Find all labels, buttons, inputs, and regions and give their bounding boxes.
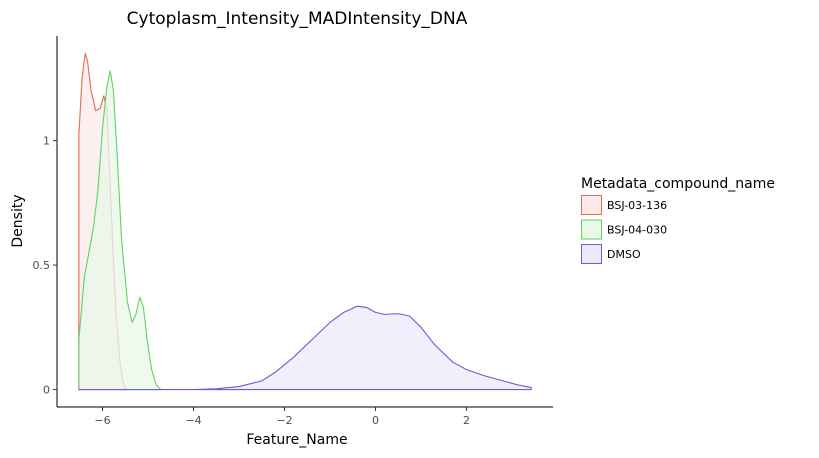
density-area-bsj-04-030 xyxy=(78,70,161,390)
x-tick-label: −2 xyxy=(276,414,292,427)
x-axis-title: Feature_Name xyxy=(246,432,347,448)
density-line-bsj-04-030 xyxy=(78,70,162,391)
y-tick-label: 0.5 xyxy=(33,259,51,272)
x-axis-ticks: −6 −4 −2 0 2 xyxy=(94,407,470,427)
legend-label-bsj-04-030: BSJ-04-030 xyxy=(607,224,667,237)
y-axis-title: Density xyxy=(10,194,26,247)
plot-area xyxy=(78,52,532,391)
legend-label-bsj-03-136: BSJ-03-136 xyxy=(607,199,667,212)
legend-label-dmso: DMSO xyxy=(607,248,641,261)
y-tick-label: 0 xyxy=(43,384,50,397)
legend-key-bsj-03-136 xyxy=(581,195,602,215)
x-tick-label: −6 xyxy=(94,414,110,427)
legend-key-dmso xyxy=(581,244,602,264)
x-tick-label: −4 xyxy=(185,414,201,427)
x-tick-label: 2 xyxy=(463,414,470,427)
legend-key-bsj-04-030 xyxy=(581,219,602,240)
y-tick-label: 1 xyxy=(43,135,50,148)
y-axis-ticks: 00.51 xyxy=(33,135,57,397)
legend-title: Metadata_compound_name xyxy=(581,176,775,192)
legend: Metadata_compound_name BSJ-03-136 BSJ-04-… xyxy=(581,176,775,264)
density-line-dmso xyxy=(78,305,532,391)
density-area-dmso xyxy=(78,306,532,390)
x-tick-label: 0 xyxy=(372,414,379,427)
chart-title: Cytoplasm_Intensity_MADIntensity_DNA xyxy=(127,9,468,29)
